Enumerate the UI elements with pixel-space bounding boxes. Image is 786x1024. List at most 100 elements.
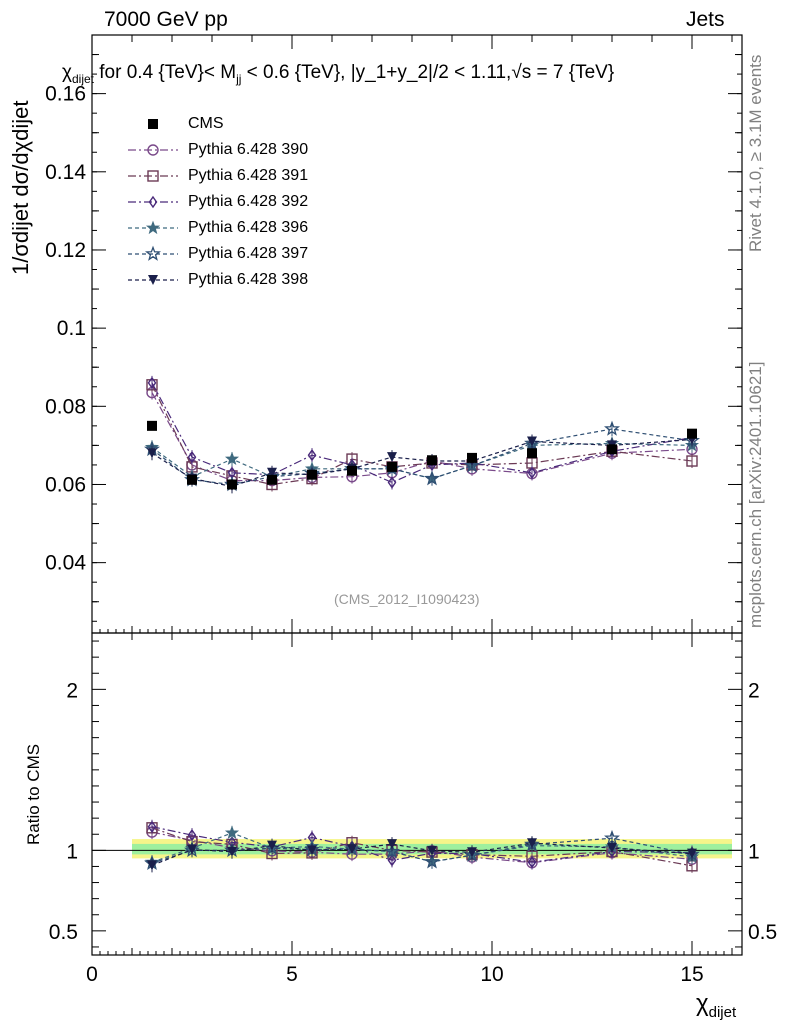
title-main-sub: jj (236, 71, 242, 86)
x-tick-label: 15 (680, 963, 703, 986)
series-line-4 (151, 428, 693, 486)
data-point-4-10 (604, 420, 620, 436)
data-point-4-7 (424, 470, 440, 486)
y-tick-label: 0.04 (45, 552, 86, 575)
ratio-line-2 (151, 826, 693, 863)
data-point-5-0 (147, 448, 157, 459)
ratio-tick-label: 2 (66, 679, 78, 702)
ratio-point-5-6 (387, 839, 397, 850)
y-tick-label: 0.12 (45, 239, 86, 262)
ratio-point-2-6 (387, 854, 397, 867)
ratio-y-axis-label: Ratio to CMS (24, 743, 43, 845)
cms-point-3 (267, 474, 277, 485)
data-point-2-1 (187, 450, 197, 464)
legend-label-398: Pythia 6.428 398 (188, 271, 309, 288)
legend-marker-1 (147, 170, 159, 182)
header-jets: Jets (686, 8, 725, 31)
y-tick-label: 0.1 (57, 317, 86, 340)
ratio-point-2-0 (147, 820, 157, 833)
ratio-point-2-1 (187, 828, 197, 842)
ratio-line-1 (151, 827, 693, 867)
cms-point-1 (187, 474, 197, 485)
data-point-1-11 (686, 455, 698, 467)
ratio-point-5-8 (467, 847, 477, 858)
ratio-point-4-10 (604, 829, 620, 846)
x-tick-label: 0 (86, 963, 98, 986)
data-point-2-0 (147, 376, 157, 390)
x-tick-label: 10 (480, 963, 503, 986)
legend-marker-5 (148, 275, 158, 285)
legend-marker-cms (148, 119, 158, 129)
ratio-point-5-1 (187, 844, 197, 855)
legend-marker-2 (148, 195, 158, 209)
series-line-5 (151, 438, 693, 488)
cms-point-9 (527, 448, 537, 459)
data-point-5-9 (527, 436, 537, 447)
y-tick-label: 0.16 (45, 83, 86, 106)
ratio-tick-label: 1 (66, 840, 78, 863)
y-tick-label: 0.06 (45, 473, 86, 496)
data-point-2-9 (527, 466, 537, 479)
ratio-line-3 (151, 832, 693, 863)
cms-point-2 (227, 479, 237, 490)
series-line-2 (151, 382, 693, 484)
data-point-3-2 (224, 451, 240, 466)
ratio-point-5-0 (147, 860, 157, 871)
x-tick-label: 5 (286, 963, 298, 986)
data-point-5-6 (387, 452, 397, 463)
data-point-2-4 (307, 448, 317, 462)
title-prefix: χ (62, 62, 72, 83)
ratio-point-5-11 (687, 848, 697, 859)
ratio-point-5-2 (227, 846, 237, 857)
x-axis-label-main: χ (696, 990, 709, 1017)
cms-point-10 (607, 444, 617, 455)
y-tick-label: 0.14 (45, 161, 86, 184)
ratio-point-5-10 (607, 843, 617, 854)
y-axis-label: 1/σdijet dσ/dχdijet (8, 100, 33, 275)
series-line-3 (151, 442, 693, 480)
ratio-tick-label-right: 0.5 (748, 921, 777, 944)
cms-point-4 (307, 469, 317, 480)
legend-label-397: Pythia 6.428 397 (188, 245, 309, 262)
legend-marker-3 (145, 220, 161, 235)
ratio-point-5-5 (347, 844, 357, 855)
ratio-tick-label-right: 1 (748, 840, 760, 863)
ratio-point-5-3 (267, 840, 277, 851)
cms-point-0 (147, 420, 157, 431)
x-axis-label-sub: dijet (708, 1003, 737, 1021)
legend-label-390: Pythia 6.428 390 (188, 141, 309, 158)
ratio-point-4-6 (384, 843, 400, 859)
ratio-point-5-7 (427, 845, 437, 856)
legend-label-cms: CMS (188, 115, 224, 132)
data-point-5-3 (267, 467, 277, 478)
ratio-point-5-9 (527, 838, 537, 849)
data-point-2-6 (387, 476, 397, 489)
rivet-label: Rivet 4.1.0, ≥ 3.1M events (746, 54, 765, 252)
title-prefix-sub: dijet (71, 71, 94, 86)
title-main: for 0.4 {TeV}< M (94, 62, 237, 83)
ratio-point-3-2 (224, 825, 240, 839)
data-point-4-8 (464, 457, 480, 473)
legend-label-392: Pythia 6.428 392 (188, 193, 309, 210)
legend-marker-4 (145, 245, 161, 261)
ratio-tick-label-right: 2 (748, 679, 760, 702)
title-rest: < 0.6 {TeV}, |y_1+y_2|/2 < 1.11,√s = 7 {… (241, 62, 615, 83)
mcplots-label: mcplots.cern.ch [arXiv:2401.10621] (746, 361, 765, 628)
header-energy: 7000 GeV pp (104, 8, 228, 31)
analysis-watermark: (CMS_2012_I1090423) (334, 591, 480, 607)
cms-point-11 (687, 428, 697, 439)
legend-label-396: Pythia 6.428 396 (188, 219, 309, 236)
legend-label-391: Pythia 6.428 391 (188, 167, 309, 184)
x-axis-label: χdijet (696, 990, 736, 1021)
ratio-point-4-7 (424, 853, 440, 869)
cms-point-6 (387, 461, 397, 472)
legend-marker-0 (147, 144, 159, 156)
plot-title: χdijet for 0.4 {TeV}< Mjj < 0.6 {TeV}, |… (62, 62, 614, 86)
ratio-point-5-4 (307, 845, 317, 856)
cms-point-8 (467, 452, 477, 463)
ratio-point-2-9 (527, 855, 537, 869)
ratio-frame (91, 632, 743, 956)
cms-point-7 (427, 455, 437, 466)
ratio-tick-label: 0.5 (49, 921, 78, 944)
